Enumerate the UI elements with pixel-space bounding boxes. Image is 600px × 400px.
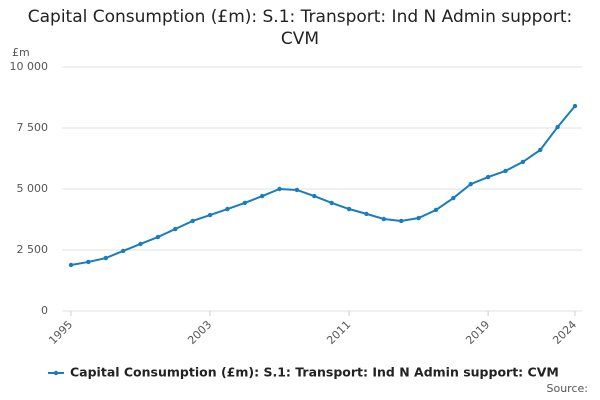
data-point (68, 262, 74, 268)
data-point (451, 195, 456, 201)
data-point (138, 241, 143, 247)
x-tick-label: 2024 (550, 318, 579, 347)
data-point (555, 124, 560, 130)
data-point (416, 215, 421, 221)
data-point (503, 168, 508, 174)
data-point (190, 218, 195, 224)
data-point (381, 216, 387, 222)
data-point (329, 200, 334, 206)
y-axis-label: £m (12, 46, 30, 59)
data-point (259, 193, 265, 199)
data-point (242, 200, 247, 206)
data-point (120, 248, 126, 254)
data-point (173, 226, 178, 232)
y-tick-label: 0 (41, 304, 48, 317)
data-point (225, 206, 230, 212)
data-point (364, 211, 369, 217)
data-point (103, 255, 108, 261)
x-tick-label: 2019 (463, 318, 492, 347)
y-tick-label: 2 500 (17, 243, 49, 256)
data-point (277, 186, 282, 192)
x-tick-label: 2003 (185, 318, 214, 347)
legend-swatch-dot (53, 370, 59, 376)
data-point (538, 147, 543, 153)
y-tick-label: 7 500 (17, 121, 49, 134)
chart-title: Capital Consumption (£m): S.1: Transport… (27, 7, 573, 49)
data-point (433, 207, 439, 213)
data-point (155, 234, 161, 240)
y-tick-label: 10 000 (10, 60, 49, 73)
x-tick-label: 2011 (324, 318, 353, 347)
data-point (520, 159, 526, 165)
data-point (207, 212, 213, 218)
source: Source: (547, 382, 589, 395)
data-point (312, 193, 317, 199)
series-line (70, 105, 576, 266)
x-tick-label: 1995 (46, 318, 75, 347)
data-point (346, 206, 352, 212)
y-tick-label: 5 000 (17, 182, 49, 195)
data-point (485, 174, 491, 180)
data-point (86, 259, 91, 265)
data-point (294, 187, 300, 193)
data-point (572, 103, 578, 109)
data-point (399, 218, 404, 224)
legend-label: Capital Consumption (£m): S.1: Transport… (70, 365, 559, 380)
data-point (468, 181, 473, 187)
